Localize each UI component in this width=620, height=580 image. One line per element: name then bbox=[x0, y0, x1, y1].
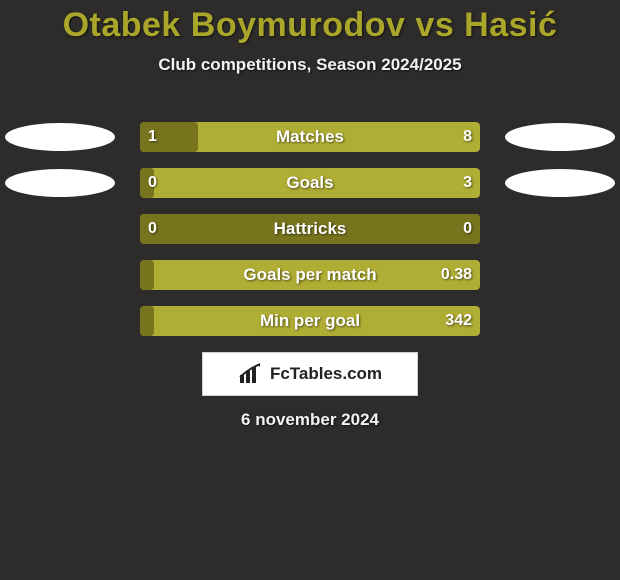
stat-row: 00Hattricks bbox=[0, 214, 620, 260]
chart-icon bbox=[238, 363, 264, 385]
subtitle: Club competitions, Season 2024/2025 bbox=[0, 55, 620, 75]
stat-label: Min per goal bbox=[140, 306, 480, 336]
player-indicator-left bbox=[5, 123, 115, 151]
stat-label: Hattricks bbox=[140, 214, 480, 244]
player-indicator-right bbox=[505, 169, 615, 197]
stat-label: Goals per match bbox=[140, 260, 480, 290]
player-indicator-right bbox=[505, 123, 615, 151]
stat-label: Goals bbox=[140, 168, 480, 198]
stat-row: 18Matches bbox=[0, 122, 620, 168]
stat-row: 03Goals bbox=[0, 168, 620, 214]
stat-row: 0.38Goals per match bbox=[0, 260, 620, 306]
stat-rows: 18Matches03Goals00Hattricks0.38Goals per… bbox=[0, 122, 620, 352]
comparison-infographic: Otabek Boymurodov vs Hasić Club competit… bbox=[0, 0, 620, 580]
stat-label: Matches bbox=[140, 122, 480, 152]
page-title: Otabek Boymurodov vs Hasić bbox=[0, 0, 620, 45]
stat-row: 342Min per goal bbox=[0, 306, 620, 352]
player-indicator-left bbox=[5, 169, 115, 197]
brand-text: FcTables.com bbox=[270, 364, 382, 384]
brand-badge: FcTables.com bbox=[202, 352, 418, 396]
date-text: 6 november 2024 bbox=[0, 410, 620, 430]
